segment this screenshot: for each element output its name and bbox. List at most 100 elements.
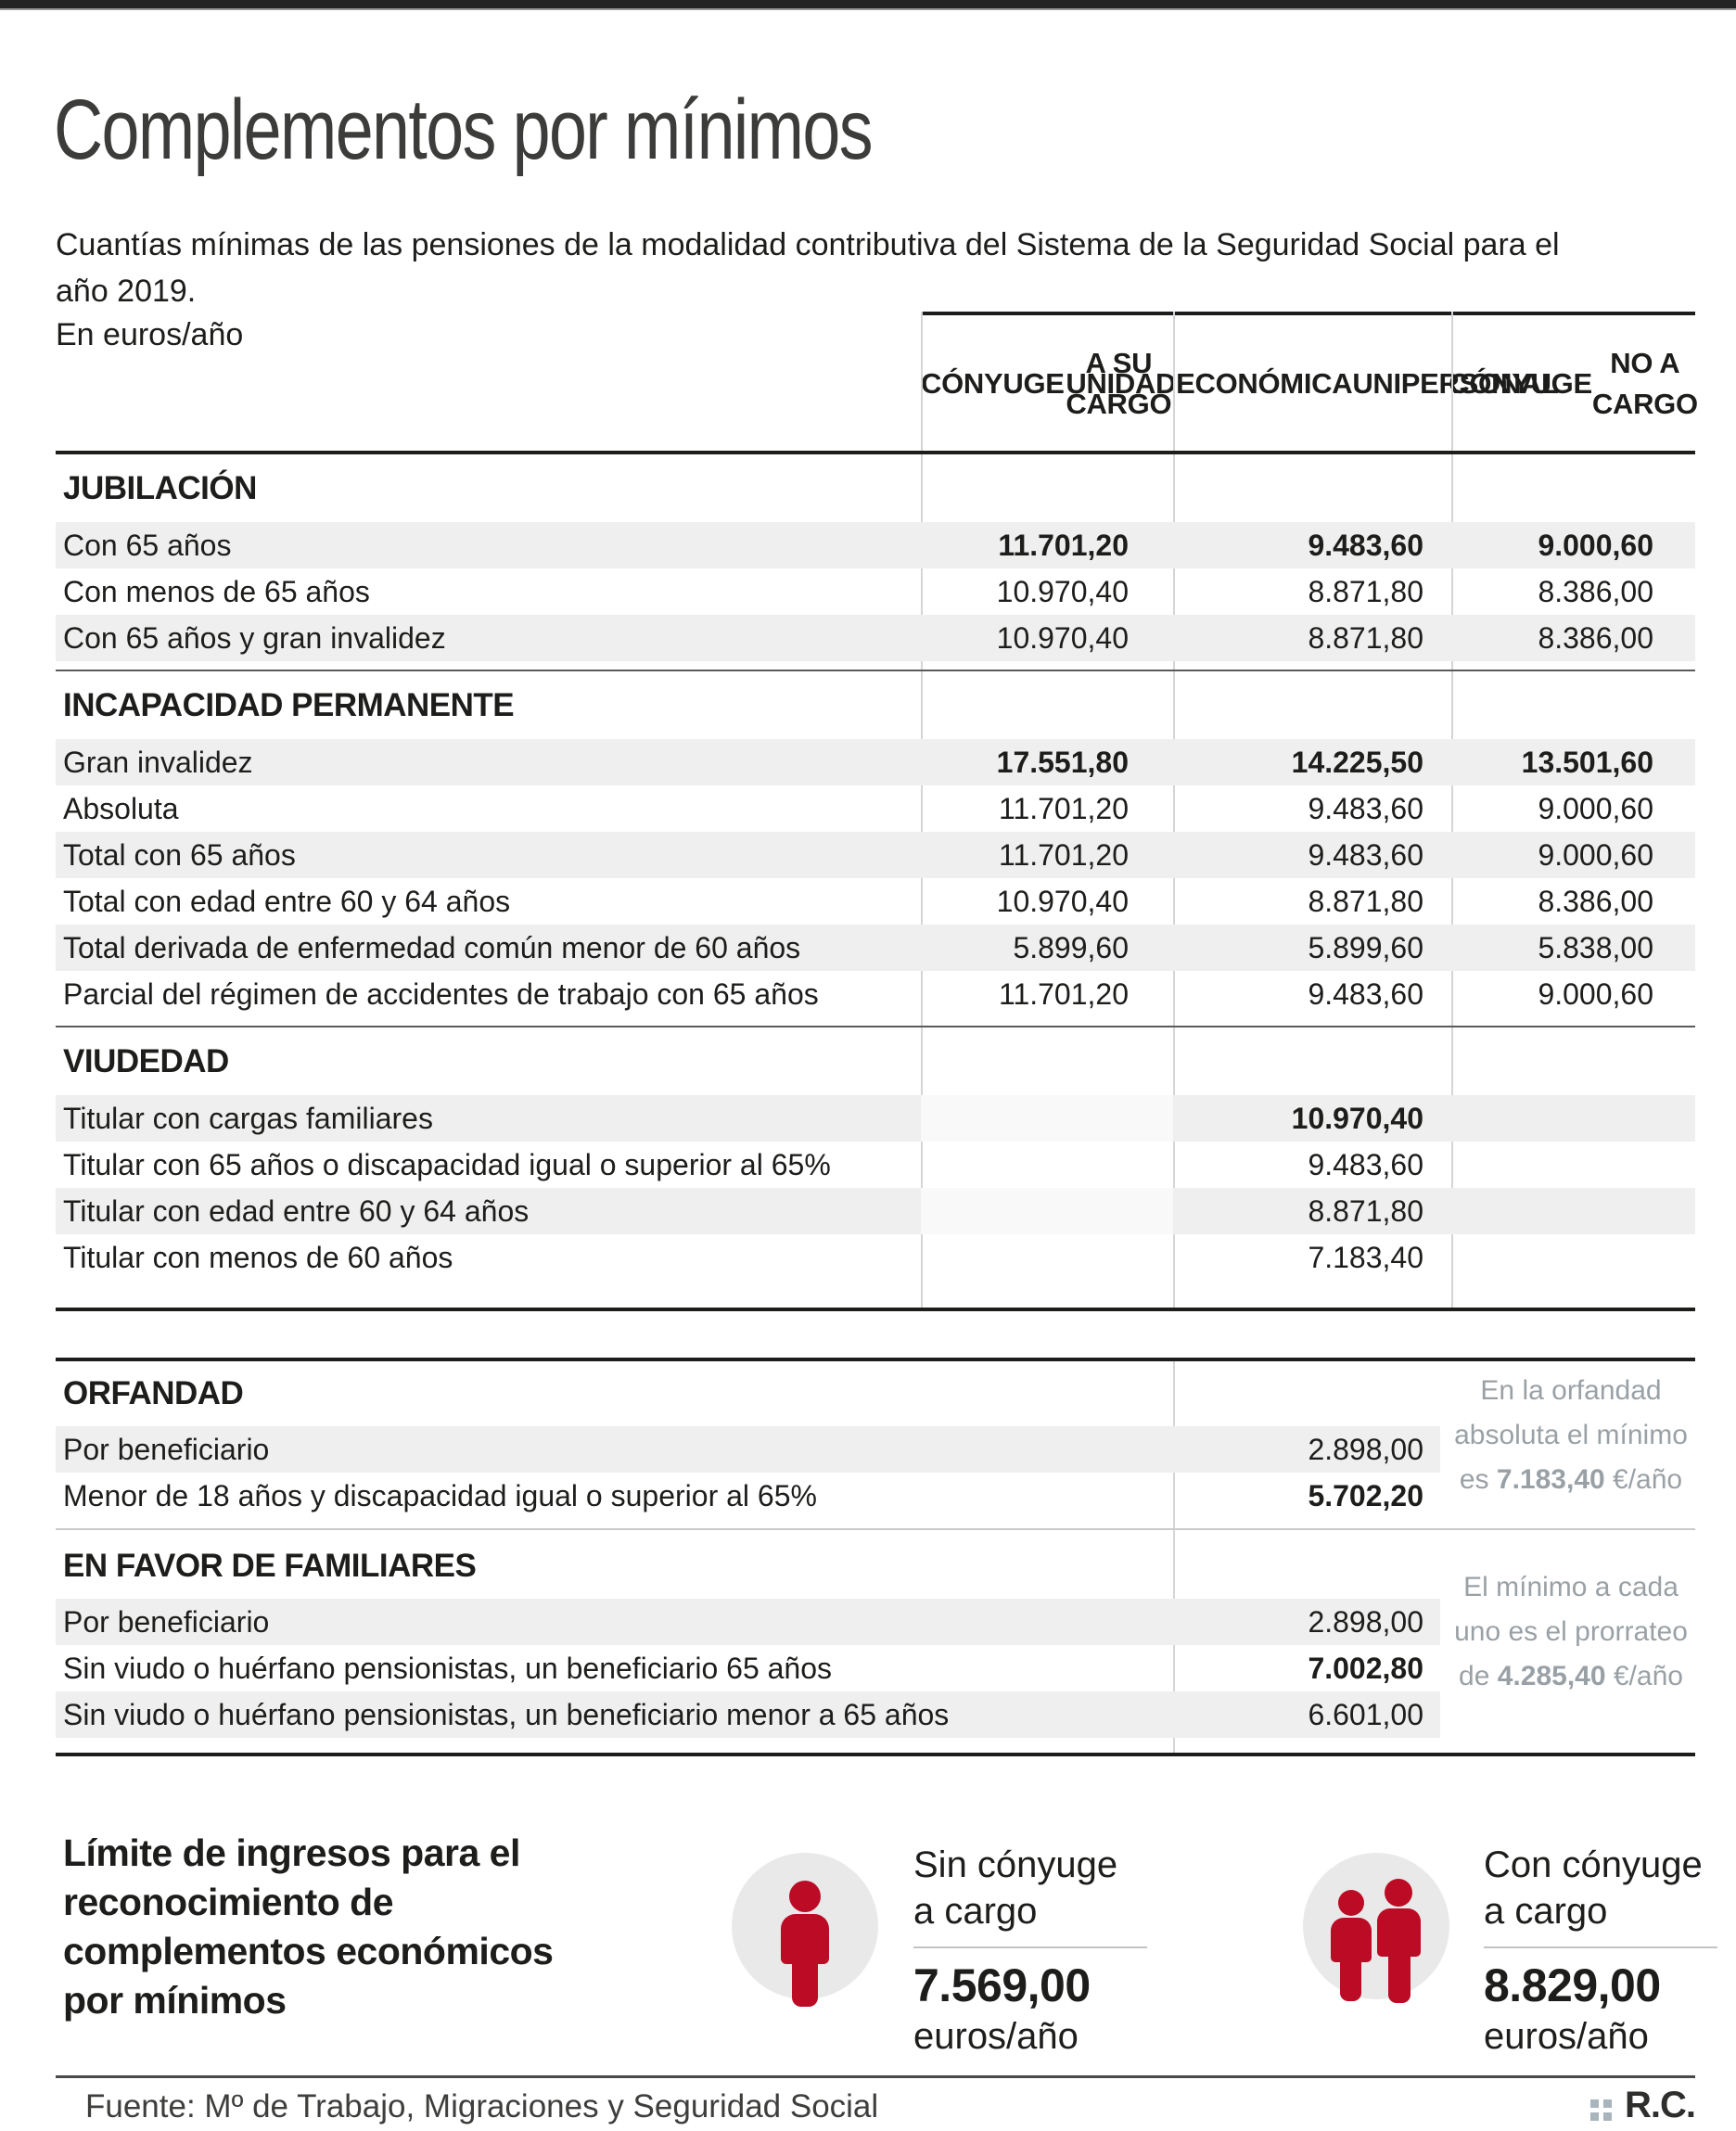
table-row: Titular con menos de 60 años 7.183,40 xyxy=(56,1234,1695,1281)
value-cell: 17.551,80 xyxy=(921,739,1173,785)
row-label: Menor de 18 años y discapacidad igual o … xyxy=(63,1478,817,1512)
limits-heading: Límite de ingresos para el reconocimient… xyxy=(63,1831,554,2022)
row-label: Por beneficiario xyxy=(56,1599,1175,1645)
column-header-line: CÓNYUGE xyxy=(1449,367,1592,400)
value-cell: 11.701,20 xyxy=(999,791,1129,825)
value-cell: 8.871,80 xyxy=(1308,884,1423,918)
table-row: Titular con 65 años o discapacidad igual… xyxy=(56,1142,1695,1188)
row-label: Con 65 años xyxy=(56,522,921,568)
person-head xyxy=(1385,1879,1412,1907)
table-row: Por beneficiario 2.898,00 xyxy=(56,1426,1440,1473)
table-row: Absoluta 11.701,20 9.483,60 9.000,60 xyxy=(56,785,1695,832)
secondary-table: ORFANDAD Por beneficiario 2.898,00 Menor de… xyxy=(56,1361,1695,1738)
couple-icon xyxy=(1303,1853,1449,2003)
table-row: Total con edad entre 60 y 64 años 10.970,… xyxy=(56,878,1695,925)
row-label: Sin viudo o huérfano pensionistas, un be… xyxy=(63,1651,833,1685)
column-separator xyxy=(1451,312,1453,1308)
column-header-conyuge-a-su-cargo: CÓNYUGE A SU CARGO xyxy=(921,315,1173,453)
table-top-rule xyxy=(56,451,1695,454)
row-label: Por beneficiario xyxy=(56,1426,1175,1473)
value-cell: 9.000,60 xyxy=(1451,832,1695,878)
value-cell: 8.386,00 xyxy=(1538,574,1653,608)
value-cell: 6.601,00 xyxy=(1175,1691,1440,1738)
section-end-rule xyxy=(56,1308,1695,1311)
section-divider xyxy=(56,1026,1695,1027)
row-label: Con 65 años y gran invalidez xyxy=(56,615,921,661)
table-row: Sin viudo o huérfano pensionistas, un be… xyxy=(56,1691,1440,1738)
value-cell: 8.386,00 xyxy=(1538,884,1653,918)
person-head xyxy=(789,1881,821,1912)
table-row: Con 65 años y gran invalidez 10.970,40 8.8… xyxy=(56,615,1695,661)
value-cell: 10.970,40 xyxy=(1173,1095,1451,1142)
unit-label: En euros/año xyxy=(56,317,244,352)
limit-amount: 7.569,00 xyxy=(913,1959,1091,2011)
value-cell: 9.000,60 xyxy=(1538,976,1653,1011)
row-label: Absoluta xyxy=(63,791,179,825)
table-row: Titular con cargas familiares 10.970,40 xyxy=(56,1095,1695,1142)
section-start-rule xyxy=(56,1358,1695,1361)
value-cell: 13.501,60 xyxy=(1451,739,1695,785)
value-cell xyxy=(1451,1188,1695,1234)
limit-amount: 8.829,00 xyxy=(1484,1959,1661,2011)
note-line: En la orfandad xyxy=(1480,1375,1662,1406)
limit-label: Sin cónyuge a cargo xyxy=(913,1844,1118,1932)
table-bottom-rule xyxy=(56,1753,1695,1756)
column-separator xyxy=(1173,1358,1175,1753)
value-cell xyxy=(1451,1095,1695,1142)
value-cell: 8.871,80 xyxy=(1173,1188,1451,1234)
person-legs xyxy=(792,1962,818,2007)
value-cell: 7.002,80 xyxy=(1308,1651,1423,1685)
column-header-line: ECONÓMICA xyxy=(1176,367,1353,400)
column-header-line: A SU CARGO xyxy=(1066,347,1172,420)
value-cell: 10.970,40 xyxy=(996,884,1129,918)
row-label: Titular con edad entre 60 y 64 años xyxy=(56,1188,921,1234)
column-separator xyxy=(921,312,923,1308)
limit-sin-conyuge: Sin cónyuge a cargo 7.569,00 euros/año xyxy=(913,1842,1247,2058)
value-cell: 5.899,60 xyxy=(1173,925,1451,971)
column-header-line: UNIPERSONAL xyxy=(1352,367,1559,400)
section-divider xyxy=(56,1528,1695,1530)
value-cell: 9.483,60 xyxy=(1308,1147,1423,1181)
value-cell: 9.483,60 xyxy=(1173,832,1451,878)
value-cell: 11.701,20 xyxy=(999,976,1129,1011)
table-row: Con 65 años 11.701,20 9.483,60 9.000,60 xyxy=(56,522,1695,568)
note-line: es xyxy=(1459,1464,1497,1495)
limit-divider xyxy=(1484,1946,1717,1948)
section-header: EN FAVOR DE FAMILIARES xyxy=(63,1548,477,1584)
row-label: Parcial del régimen de accidentes de tra… xyxy=(63,976,819,1011)
value-cell: 2.898,00 xyxy=(1175,1426,1440,1473)
value-cell: 5.838,00 xyxy=(1451,925,1695,971)
note-amount: 4.285,40 xyxy=(1497,1661,1606,1691)
row-label: Titular con 65 años o discapacidad igual… xyxy=(63,1147,831,1181)
row-label: Gran invalidez xyxy=(56,739,921,785)
value-cell: 5.899,60 xyxy=(921,925,1173,971)
orfandad-note: En la orfandad absoluta el mínimo es 7.1… xyxy=(1437,1369,1704,1502)
footer-rule xyxy=(56,2075,1695,2078)
person-legs xyxy=(1388,1955,1410,2003)
row-label: Total con edad entre 60 y 64 años xyxy=(63,884,511,918)
credit-text: R.C. xyxy=(1625,2085,1696,2125)
main-table: JUBILACIÓN Con 65 años 11.701,20 9.483,60 9.… xyxy=(56,454,1695,1281)
person-torso xyxy=(1331,1918,1372,1962)
limit-unit: euros/año xyxy=(913,2016,1079,2057)
note-line: El mínimo a cada xyxy=(1463,1572,1679,1602)
person-head xyxy=(1338,1890,1364,1916)
note-line: uno es el prorrateo xyxy=(1454,1616,1688,1647)
table-row: Por beneficiario 2.898,00 xyxy=(56,1599,1440,1645)
value-cell: 8.386,00 xyxy=(1451,615,1695,661)
row-label: Total con 65 años xyxy=(56,832,921,878)
subtitle: Cuantías mínimas de las pensiones de la … xyxy=(56,227,1560,309)
row-label: Titular con menos de 60 años xyxy=(63,1240,453,1274)
page-title: Complementos por mínimos xyxy=(54,82,874,177)
limit-unit: euros/año xyxy=(1484,2016,1649,2057)
column-header-line: UNIDAD xyxy=(1066,367,1177,400)
value-cell: 14.225,50 xyxy=(1173,739,1451,785)
table-row: Gran invalidez 17.551,80 14.225,50 13.501,6… xyxy=(56,739,1695,785)
value-cell xyxy=(921,1188,1173,1234)
note-line: de xyxy=(1459,1661,1498,1691)
limit-divider xyxy=(913,1946,1147,1948)
table-row: Total con 65 años 11.701,20 9.483,60 9.000,… xyxy=(56,832,1695,878)
value-cell: 9.483,60 xyxy=(1173,522,1451,568)
value-cell: 9.483,60 xyxy=(1308,791,1423,825)
